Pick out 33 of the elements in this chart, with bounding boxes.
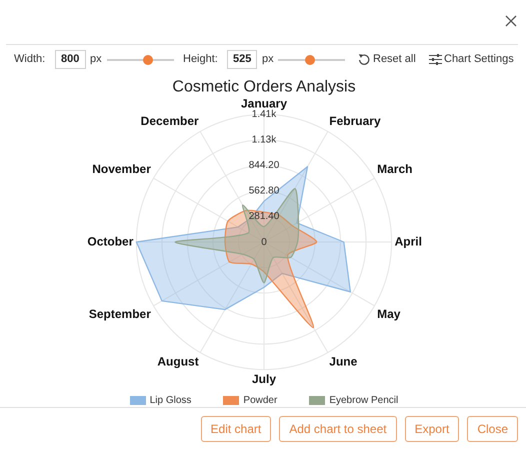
legend-label: Lip Gloss bbox=[150, 394, 192, 406]
spoke-label: December bbox=[140, 114, 200, 128]
spoke-label: February bbox=[329, 114, 381, 128]
number-field: 800 bbox=[55, 50, 86, 69]
spoke-label: June bbox=[329, 354, 358, 369]
number-field: 525 bbox=[227, 50, 257, 69]
legend-label: Eyebrow Pencil bbox=[329, 394, 398, 406]
text: Reset all bbox=[373, 52, 416, 66]
text: px bbox=[262, 52, 274, 66]
spoke-label: September bbox=[88, 306, 152, 321]
text: Close bbox=[477, 422, 508, 436]
y-tick-label: 1.41k bbox=[252, 109, 278, 120]
text: Chart Settings bbox=[444, 52, 514, 66]
spoke-label: January bbox=[240, 96, 288, 111]
text: px bbox=[90, 52, 102, 66]
text: Height: bbox=[183, 52, 218, 66]
y-tick-label: 844.20 bbox=[248, 160, 280, 172]
spoke-label: March bbox=[377, 162, 412, 176]
spoke-label: April bbox=[394, 234, 422, 248]
spoke-label: July bbox=[252, 372, 276, 386]
y-tick-label: 1.13k bbox=[252, 134, 278, 146]
spoke-label: November bbox=[92, 162, 152, 176]
text: Add chart to sheet bbox=[289, 422, 387, 436]
y-tick-label: 0 bbox=[261, 236, 268, 248]
legend-label: Powder bbox=[243, 394, 278, 406]
chart-title: Cosmetic Orders Analysis bbox=[172, 78, 356, 96]
spoke-label: May bbox=[377, 306, 401, 321]
text: Width: bbox=[14, 52, 46, 66]
y-tick-label: 281.40 bbox=[248, 211, 280, 222]
text: Export bbox=[414, 422, 450, 436]
spoke-label: October bbox=[87, 234, 134, 248]
spoke-label: August bbox=[157, 354, 199, 369]
text: Edit chart bbox=[210, 422, 262, 436]
